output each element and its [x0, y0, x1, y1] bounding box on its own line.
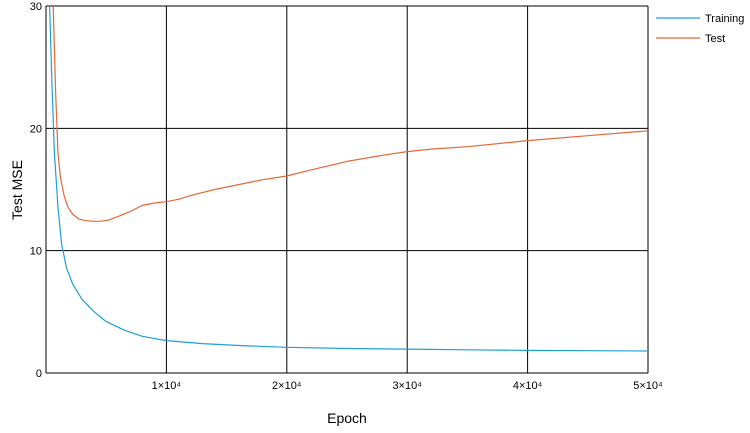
series-line-test	[52, 5, 649, 222]
y-axis-title: Test MSE	[9, 160, 25, 220]
series-line-training	[49, 5, 649, 352]
x-tick-label: 2×10⁴	[272, 380, 302, 392]
legend: Training Test	[656, 13, 744, 45]
y-tick-label: 0	[36, 368, 42, 380]
axes	[45, 6, 648, 374]
y-tick-label: 30	[30, 1, 42, 13]
y-tick-label: 20	[30, 123, 42, 135]
series-layer	[49, 5, 649, 352]
x-axis-title: Epoch	[327, 410, 367, 426]
legend-label-training: Training	[705, 13, 744, 25]
x-tick-label: 1×10⁴	[152, 380, 182, 392]
grid-lines	[46, 5, 649, 373]
tick-labels: 1×10⁴ 2×10⁴ 3×10⁴ 4×10⁴ 5×10⁴ 0 10 20 30	[30, 1, 663, 392]
x-tick-label: 5×10⁴	[633, 380, 663, 392]
legend-label-test: Test	[705, 33, 725, 45]
y-tick-label: 10	[30, 246, 42, 258]
x-tick-label: 4×10⁴	[513, 380, 543, 392]
x-tick-label: 3×10⁴	[392, 380, 422, 392]
